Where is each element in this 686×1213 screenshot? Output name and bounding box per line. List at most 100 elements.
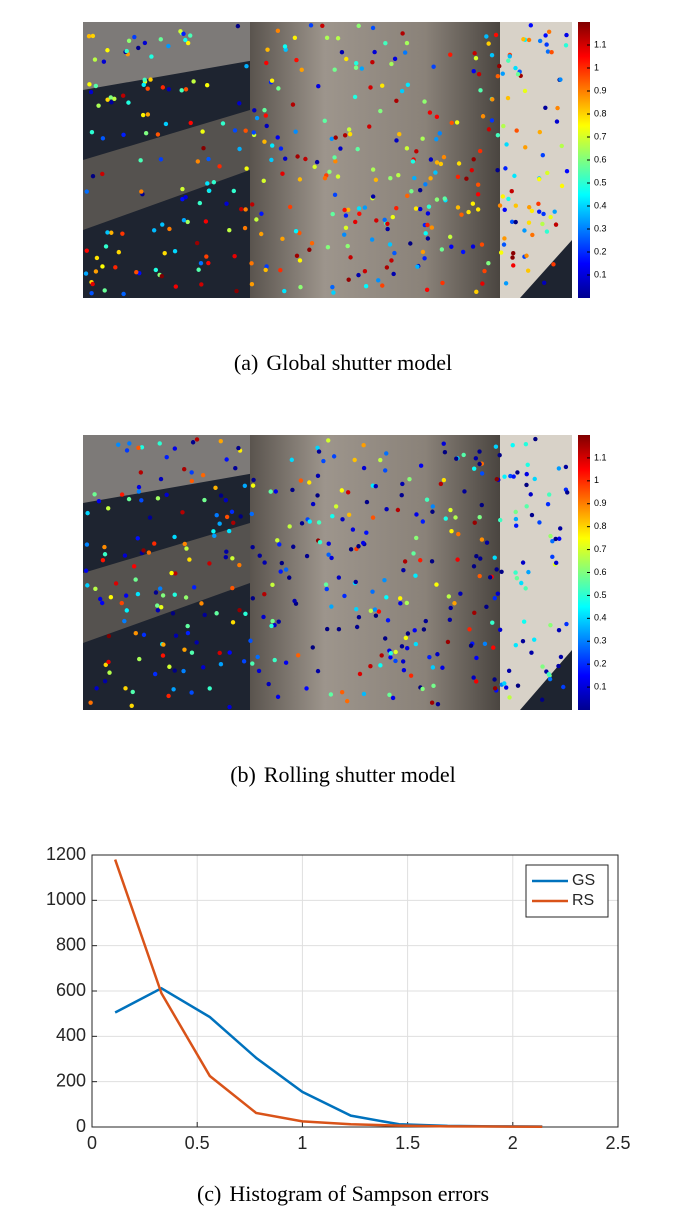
feature-dot xyxy=(394,98,399,103)
feature-dot xyxy=(480,281,485,286)
feature-dot xyxy=(160,653,166,658)
feature-dot xyxy=(155,496,161,501)
feature-dot xyxy=(143,130,149,136)
feature-dot xyxy=(430,665,436,670)
feature-dot xyxy=(421,627,427,632)
feature-dot xyxy=(108,95,113,100)
feature-dot xyxy=(188,33,193,38)
feature-dot xyxy=(540,152,546,158)
colorbar-tick-label: 1.1 xyxy=(594,452,607,462)
feature-dot xyxy=(531,637,537,642)
feature-dot xyxy=(166,87,172,92)
feature-dot xyxy=(204,254,209,259)
feature-dot xyxy=(93,586,98,592)
feature-dot xyxy=(325,244,331,250)
feature-dot xyxy=(472,520,477,525)
feature-dot xyxy=(356,272,361,278)
feature-dot xyxy=(510,443,515,448)
feature-dot xyxy=(152,541,157,546)
feature-dot xyxy=(433,170,438,175)
feature-dot xyxy=(120,93,126,98)
feature-dot xyxy=(550,554,555,560)
feature-dot xyxy=(249,511,254,517)
feature-dot xyxy=(100,171,105,177)
feature-dot xyxy=(490,97,495,102)
colorbar-tick-label: 0.4 xyxy=(594,613,607,623)
feature-dot xyxy=(124,48,129,54)
feature-dot xyxy=(520,560,526,565)
feature-dot xyxy=(440,280,445,286)
feature-dot xyxy=(346,127,352,132)
feature-dot xyxy=(439,247,445,252)
feature-dot xyxy=(282,288,287,294)
feature-dot xyxy=(295,653,301,658)
feature-dot xyxy=(127,441,132,446)
feature-dot xyxy=(455,205,461,210)
feature-dot xyxy=(294,57,299,63)
feature-dot xyxy=(207,561,212,566)
feature-dot xyxy=(502,474,507,479)
feature-dot xyxy=(388,655,393,660)
feature-dot xyxy=(242,483,248,488)
feature-dot xyxy=(417,188,423,193)
feature-dot xyxy=(116,249,122,255)
feature-dot xyxy=(275,538,280,543)
feature-dot xyxy=(331,290,336,295)
feature-dot xyxy=(250,544,255,550)
feature-dot xyxy=(454,456,459,461)
ground xyxy=(83,110,250,230)
feature-dot xyxy=(418,558,423,563)
feature-dot xyxy=(545,49,551,54)
feature-dot xyxy=(438,481,444,487)
feature-dot xyxy=(264,123,269,129)
feature-dot xyxy=(189,650,195,655)
feature-dot xyxy=(359,66,365,71)
feature-dot xyxy=(404,146,410,151)
colorbar-tick-label: 0.2 xyxy=(594,246,607,256)
feature-dot xyxy=(250,202,255,207)
feature-dot xyxy=(160,222,165,227)
feature-dot xyxy=(352,457,357,463)
feature-dot xyxy=(501,242,507,247)
feature-dot xyxy=(249,282,255,287)
feature-dot xyxy=(514,575,520,581)
feature-dot xyxy=(287,524,292,529)
feature-dot xyxy=(464,176,469,181)
feature-dot xyxy=(387,692,392,698)
colorbar-tick-label: 0.5 xyxy=(594,177,607,187)
feature-dot xyxy=(242,225,248,231)
feature-dot xyxy=(158,604,164,610)
feature-dot xyxy=(508,473,513,479)
feature-dot xyxy=(549,49,554,55)
feature-dot xyxy=(280,171,285,176)
feature-dot xyxy=(536,176,542,182)
feature-dot xyxy=(551,262,556,267)
feature-dot xyxy=(413,573,418,578)
feature-dot xyxy=(502,207,507,212)
feature-dot xyxy=(211,180,217,185)
feature-dot xyxy=(250,596,256,601)
feature-dot xyxy=(243,611,248,616)
feature-dot xyxy=(345,243,350,249)
feature-dot xyxy=(106,633,112,639)
feature-dot xyxy=(217,164,222,169)
feature-dot xyxy=(497,452,502,458)
feature-dot xyxy=(383,40,388,46)
feature-dot xyxy=(505,95,511,101)
feature-dot xyxy=(425,236,431,241)
feature-dot xyxy=(224,457,229,462)
feature-dot xyxy=(427,654,432,660)
feature-dot xyxy=(558,526,563,531)
feature-dot xyxy=(149,54,154,59)
feature-dot xyxy=(326,438,331,443)
feature-dot xyxy=(477,461,482,467)
feature-dot xyxy=(441,154,447,160)
feature-dot xyxy=(173,284,179,289)
feature-dot xyxy=(546,29,552,35)
feature-dot xyxy=(404,600,410,606)
feature-dot xyxy=(513,65,518,71)
feature-dot xyxy=(121,132,126,138)
feature-dot xyxy=(304,686,309,691)
feature-dot xyxy=(548,533,553,539)
feature-dot xyxy=(113,581,119,586)
